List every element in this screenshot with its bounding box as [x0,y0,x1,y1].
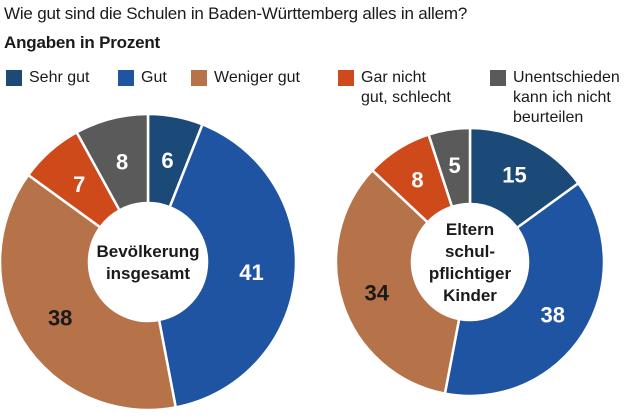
legend-item-weniger-gut: Weniger gut [191,68,300,88]
value-label-eltern-gut: 38 [541,303,565,328]
chart-title: Wie gut sind die Schulen in Baden-Württe… [4,4,468,23]
legend-swatch-sehr-gut [6,70,22,86]
value-label-bevoelkerung-gut: 41 [239,260,263,285]
center-label-eltern-line-2: schul- [445,242,495,261]
value-label-bevoelkerung-sehr-gut: 6 [161,148,173,173]
slice-eltern-gut [443,181,606,398]
value-label-eltern-sehr-gut: 15 [502,163,526,188]
slice-eltern-unentschieden [427,126,472,209]
value-label-bevoelkerung-gar-nicht-gut: 7 [73,172,85,197]
slice-bevoelkerung-gut [157,122,298,409]
legend-label-weniger-gut: Weniger gut [214,69,300,86]
legend-item-unentschieden: Unentschieden kann ich nicht beurteilen [490,68,620,128]
slice-bevoelkerung-unentschieden [75,112,150,212]
legend-swatch-gar-nicht-gut [338,70,354,86]
slice-eltern-sehr-gut [468,126,581,230]
value-label-bevoelkerung-weniger-gut: 38 [48,306,72,331]
center-label-bevoelkerung-line-2: insgesamt [106,264,190,283]
legend-item-gar-nicht-gut: Gar nicht gut, schlecht [338,68,451,108]
legend-label-gar-nicht-gut: Gar nicht gut, schlecht [361,69,451,106]
legend-label-sehr-gut: Sehr gut [29,69,90,86]
value-label-bevoelkerung-unentschieden: 8 [116,149,128,174]
center-label-eltern-line-4: Kinder [443,286,497,305]
center-label-eltern-line-3: pflichtiger [429,264,512,283]
center-label-bevoelkerung-line-1: Bevölkerung [97,242,200,261]
legend-swatch-gut [118,70,134,86]
value-label-eltern-gar-nicht-gut: 8 [411,167,423,192]
slice-bevoelkerung-weniger-gut [0,173,178,412]
legend-label-unentschieden: Unentschieden kann ich nicht beurteilen [513,69,620,126]
legend-item-gut: Gut [118,68,167,88]
slice-eltern-weniger-gut [334,168,461,396]
value-label-eltern-weniger-gut: 34 [365,280,390,305]
value-label-eltern-unentschieden: 5 [449,153,461,178]
legend-swatch-unentschieden [490,70,506,86]
legend-item-sehr-gut: Sehr gut [6,68,89,88]
legend-label-gut: Gut [141,69,167,86]
legend-swatch-weniger-gut [191,70,207,86]
chart-subtitle: Angaben in Prozent [4,33,161,52]
center-label-eltern-line-1: Eltern [446,220,494,239]
